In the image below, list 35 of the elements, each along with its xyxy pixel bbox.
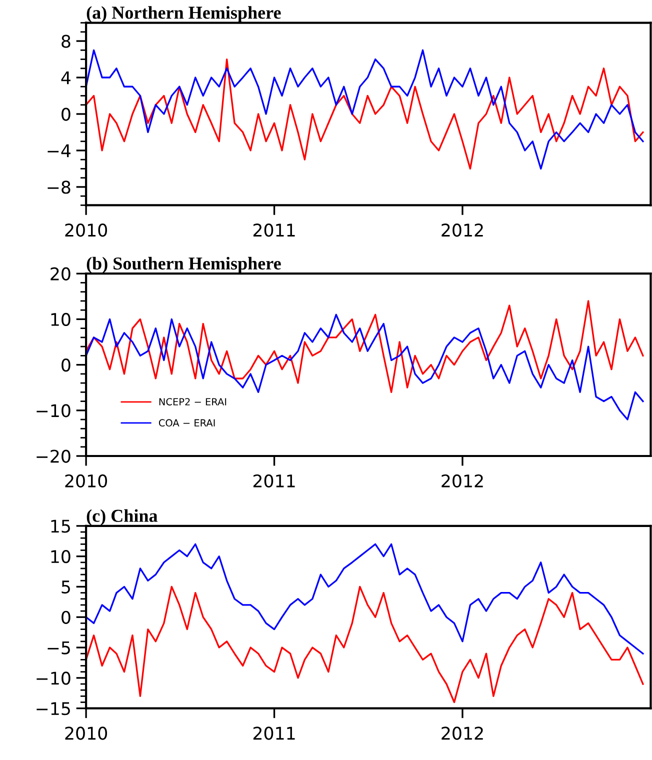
y-tick-label: −5 bbox=[48, 641, 70, 654]
x-tick-label: 2011 bbox=[253, 474, 295, 488]
line-series bbox=[86, 300, 644, 393]
y-tick-label: 20 bbox=[50, 267, 70, 280]
line-series bbox=[86, 543, 644, 654]
x-tick-label: 2012 bbox=[442, 224, 483, 237]
y-tick-label: 10 bbox=[51, 550, 70, 564]
x-tick-label: 2010 bbox=[65, 224, 107, 237]
y-tick-label: −20 bbox=[36, 450, 70, 463]
y-tick-label: −15 bbox=[36, 702, 70, 716]
y-tick-label: 0 bbox=[62, 610, 70, 624]
y-tick-label: 10 bbox=[51, 312, 70, 326]
x-tick-label: 2010 bbox=[65, 726, 107, 740]
line-series bbox=[86, 586, 644, 704]
x-tick-label: 2011 bbox=[253, 224, 295, 237]
legend-label: NCEP2 − ERAI bbox=[159, 398, 226, 406]
y-tick-label: −8 bbox=[48, 180, 70, 194]
y-tick-label: 4 bbox=[61, 71, 71, 84]
y-tick-label: 15 bbox=[51, 520, 70, 533]
x-tick-label: 2010 bbox=[65, 474, 107, 488]
chart-title: (a) Northern Hemisphere bbox=[86, 6, 281, 22]
y-tick-label: −10 bbox=[36, 404, 70, 418]
y-tick-label: −4 bbox=[48, 144, 71, 158]
chart-title: (b) Southern Hemisphere bbox=[86, 256, 281, 274]
x-tick-label: 2011 bbox=[253, 726, 295, 740]
y-tick-label: 5 bbox=[62, 580, 70, 594]
x-tick-label: 2012 bbox=[442, 474, 483, 488]
y-tick-label: 8 bbox=[62, 34, 70, 48]
legend-label: COA − ERAI bbox=[158, 419, 215, 427]
y-tick-label: 0 bbox=[62, 358, 70, 372]
chart-title: (c) China bbox=[86, 509, 158, 526]
x-tick-label: 2012 bbox=[442, 726, 483, 740]
line-series bbox=[86, 314, 644, 420]
y-tick-label: 0 bbox=[62, 108, 70, 121]
y-tick-label: −10 bbox=[36, 672, 70, 685]
